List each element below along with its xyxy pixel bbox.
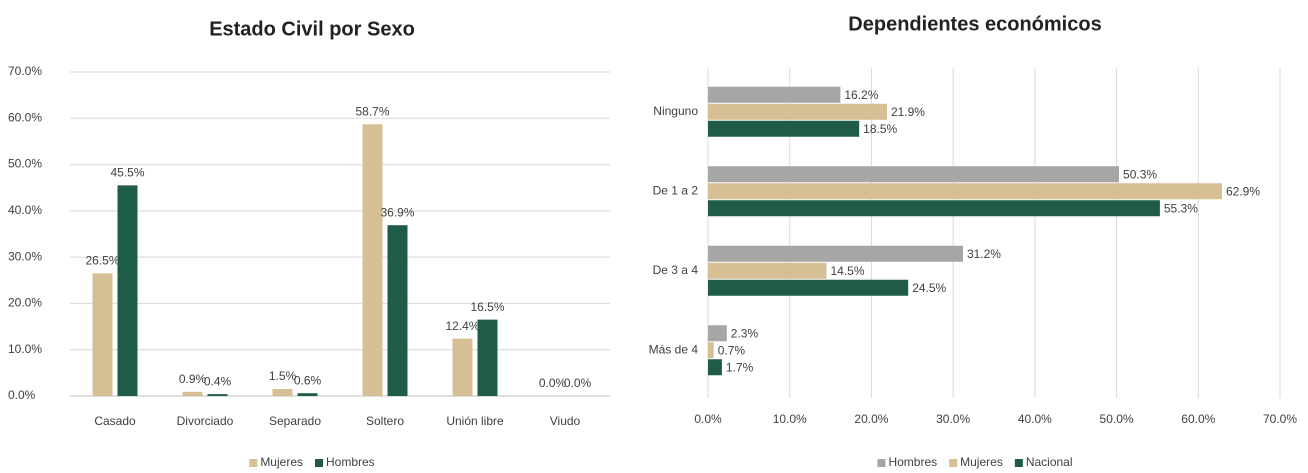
category-label: Separado <box>269 414 321 428</box>
bar <box>708 120 860 137</box>
data-label: 1.5% <box>269 369 297 383</box>
legend-label: Hombres <box>326 455 375 469</box>
legend-swatch <box>1014 459 1023 467</box>
category-label: Unión libre <box>446 414 504 428</box>
bar <box>708 342 714 359</box>
legend-swatch <box>315 459 323 467</box>
legend-swatch <box>877 459 886 467</box>
bar <box>452 338 473 396</box>
data-label: 16.2% <box>844 88 878 102</box>
x-tick-label: 50.0% <box>1100 412 1134 426</box>
bar <box>708 183 1222 200</box>
legend-label: Hombres <box>888 455 937 469</box>
data-label: 26.5% <box>85 254 119 268</box>
data-label: 50.3% <box>1123 167 1157 181</box>
y-tick-label: 0.0% <box>8 388 36 402</box>
x-tick-label: 70.0% <box>1263 412 1297 426</box>
x-tick-label: 10.0% <box>773 412 807 426</box>
category-label: De 1 a 2 <box>653 183 699 197</box>
x-tick-label: 20.0% <box>854 412 888 426</box>
category-label: Casado <box>94 414 136 428</box>
bar <box>708 103 887 120</box>
data-label: 62.9% <box>1226 184 1260 198</box>
bar <box>297 393 318 396</box>
bar <box>117 185 138 396</box>
bar <box>387 225 408 396</box>
data-label: 31.2% <box>967 247 1001 261</box>
y-tick-label: 60.0% <box>8 110 42 124</box>
category-label: Soltero <box>366 414 404 428</box>
bar <box>708 262 827 279</box>
data-label: 18.5% <box>863 122 897 136</box>
data-label: 14.5% <box>830 264 864 278</box>
bar <box>207 394 228 396</box>
data-label: 0.0% <box>564 376 592 390</box>
y-tick-label: 40.0% <box>8 203 42 217</box>
chart-title: Estado Civil por Sexo <box>209 18 415 40</box>
bar <box>708 245 963 262</box>
data-label: 0.0% <box>539 376 567 390</box>
data-label: 0.4% <box>204 374 232 388</box>
data-label: 1.7% <box>726 360 754 374</box>
data-label: 2.3% <box>731 326 759 340</box>
y-tick-label: 70.0% <box>8 64 42 78</box>
y-tick-label: 30.0% <box>8 249 42 263</box>
bar <box>708 86 841 103</box>
data-label: 55.3% <box>1164 201 1198 215</box>
bar <box>708 325 727 342</box>
bar <box>362 124 383 396</box>
legend-label: Mujeres <box>960 455 1003 469</box>
legend-label: Mujeres <box>260 455 303 469</box>
bar <box>92 273 113 396</box>
y-tick-label: 20.0% <box>8 296 42 310</box>
x-tick-label: 40.0% <box>1018 412 1052 426</box>
bar <box>477 319 498 396</box>
y-tick-label: 10.0% <box>8 342 42 356</box>
x-tick-label: 30.0% <box>936 412 970 426</box>
data-label: 58.7% <box>355 104 389 118</box>
category-label: Divorciado <box>177 414 234 428</box>
bar <box>272 389 293 396</box>
category-label: Ninguno <box>653 104 698 118</box>
legend-label: Nacional <box>1026 455 1073 469</box>
bar <box>182 391 203 396</box>
data-label: 45.5% <box>110 166 144 180</box>
category-label: De 3 a 4 <box>653 263 699 277</box>
x-tick-label: 60.0% <box>1181 412 1215 426</box>
bar <box>708 279 909 296</box>
bar <box>708 166 1120 183</box>
category-label: Más de 4 <box>649 342 699 356</box>
data-label: 0.9% <box>179 372 207 386</box>
y-tick-label: 50.0% <box>8 157 42 171</box>
data-label: 0.6% <box>294 373 322 387</box>
data-label: 24.5% <box>912 281 946 295</box>
x-tick-label: 0.0% <box>694 412 722 426</box>
legend-swatch <box>249 459 258 467</box>
data-label: 36.9% <box>380 205 414 219</box>
bar <box>708 359 722 376</box>
data-label: 12.4% <box>445 319 479 333</box>
data-label: 0.7% <box>718 343 746 357</box>
legend-swatch <box>949 459 958 467</box>
category-label: Viudo <box>550 414 581 428</box>
bar <box>708 200 1160 217</box>
chart-title: Dependientes económicos <box>848 13 1101 35</box>
data-label: 16.5% <box>470 300 504 314</box>
data-label: 21.9% <box>891 105 925 119</box>
